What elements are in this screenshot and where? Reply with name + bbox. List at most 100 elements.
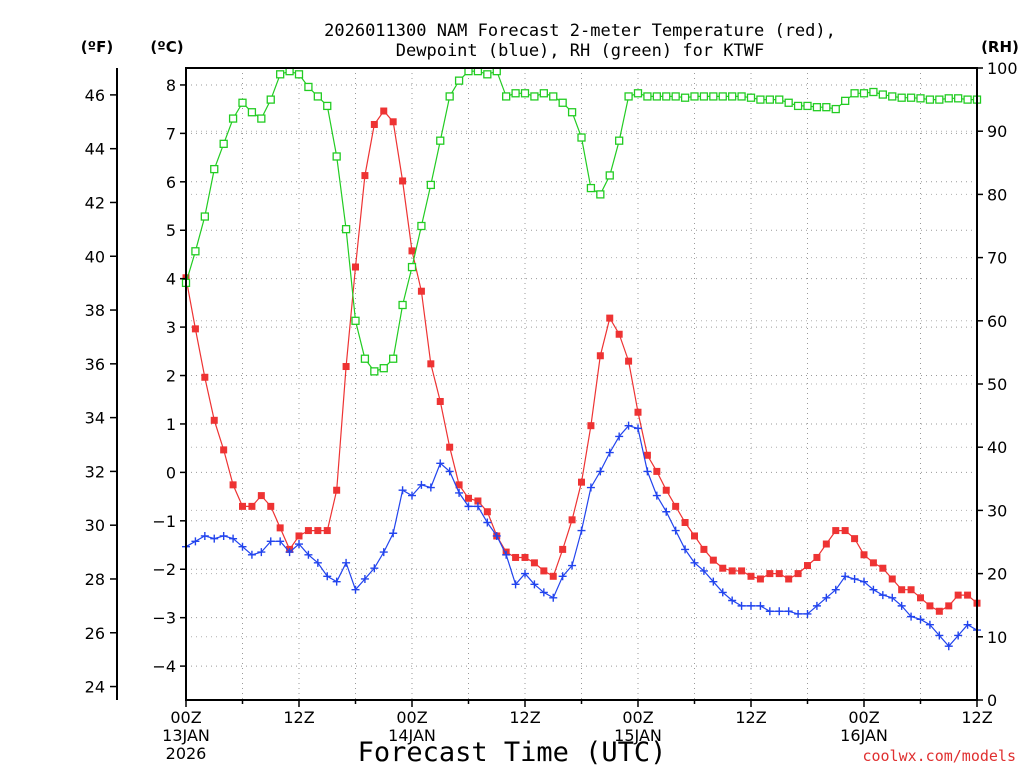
temperature-point: [578, 478, 585, 486]
temperature-point: [653, 467, 661, 475]
dewpoint-point: [869, 585, 878, 594]
c-tick-label: 8: [166, 76, 176, 95]
temperature-point: [794, 570, 802, 578]
rh-point: [539, 89, 548, 98]
x-tick-date: 16JAN: [840, 726, 888, 745]
temperature-point: [681, 519, 689, 527]
dewpoint-point: [191, 537, 200, 546]
dewpoint-point: [445, 467, 454, 476]
rh-point: [407, 262, 417, 272]
dewpoint-point: [605, 448, 614, 457]
rh-point: [577, 133, 586, 142]
rh-point: [765, 95, 774, 104]
dewpoint-point: [916, 615, 925, 624]
dewpoint-point: [511, 580, 520, 589]
temperature-point: [408, 247, 416, 255]
c-tick-label: 0: [166, 463, 176, 482]
f-tick-label: 30: [85, 516, 105, 535]
rh-point: [643, 92, 652, 101]
rh-point: [191, 247, 200, 256]
dewpoint-point: [436, 459, 445, 468]
x-tick-label: 00Z: [848, 708, 879, 727]
dewpoint-point: [276, 537, 285, 546]
dewpoint-point: [285, 548, 294, 557]
rh-point: [728, 92, 737, 101]
temperature-point: [917, 594, 924, 602]
temperature-point: [738, 567, 746, 575]
temperature-point: [399, 177, 407, 185]
rh-point: [906, 93, 916, 102]
dewpoint-point: [925, 620, 934, 629]
dewpoint-point: [699, 566, 708, 575]
axes: 242628303234363840424446−4−3−2−101234567…: [85, 59, 1018, 763]
rh-point: [954, 94, 963, 103]
rh-point: [784, 98, 793, 107]
rh-tick-label: 20: [987, 565, 1007, 584]
x-tick-date: 15JAN: [614, 726, 662, 745]
rh-point: [389, 354, 398, 363]
rh-point: [756, 95, 765, 104]
dewpoint-point: [210, 534, 219, 543]
f-tick-label: 46: [85, 86, 105, 105]
temperature-point: [700, 545, 708, 553]
rh-point: [313, 92, 322, 101]
dewpoint-point: [841, 572, 850, 581]
temperature-point: [606, 314, 614, 322]
rh-point: [850, 89, 859, 98]
rh-point: [520, 89, 530, 98]
temperature-point: [361, 172, 369, 180]
x-tick-year: 2026: [166, 744, 207, 763]
dewpoint-point: [473, 502, 482, 511]
temperature-point: [276, 524, 284, 532]
gridlines: [186, 68, 977, 700]
dewpoint-point: [888, 593, 897, 602]
dewpoint-point: [313, 558, 322, 567]
dewpoint-point: [219, 531, 228, 540]
dewpoint-point: [652, 491, 661, 500]
temperature-point: [333, 486, 341, 494]
temperature-point: [766, 570, 774, 578]
rh-point: [624, 92, 633, 101]
dewpoint-point: [860, 577, 868, 586]
dewpoint-point: [558, 572, 567, 581]
rh-point: [266, 95, 275, 104]
dewpoint-point: [417, 480, 426, 489]
dewpoint-point: [247, 550, 256, 559]
rh-point: [662, 92, 671, 101]
dewpoint-point: [492, 531, 501, 540]
dewpoint-point: [370, 564, 379, 573]
c-tick-label: −4: [152, 657, 176, 676]
dewpoint-point: [737, 601, 746, 610]
rh-point: [341, 225, 351, 234]
c-tick-label: 7: [166, 124, 176, 143]
c-tick-label: −1: [152, 512, 176, 531]
dewpoint-point: [530, 580, 539, 589]
f-tick-label: 34: [85, 409, 105, 428]
temperature-point: [851, 535, 859, 543]
rh-point: [417, 221, 426, 231]
dewpoint-point: [577, 526, 586, 535]
temperature-line: [185, 110, 978, 612]
rh-point: [567, 108, 577, 117]
c-tick-label: 1: [166, 415, 176, 434]
rh-point: [888, 92, 897, 101]
rh-line: [185, 70, 977, 373]
temperature-point: [568, 516, 576, 524]
temperature-point: [248, 502, 256, 510]
temperature-point: [427, 360, 435, 368]
dewpoint-point: [831, 585, 840, 594]
rh-point: [502, 92, 511, 101]
dewpoint-point: [379, 548, 388, 557]
f-tick-label: 32: [85, 462, 105, 481]
dewpoint-point: [935, 631, 944, 640]
dewpoint-point: [295, 540, 303, 549]
temperature-point: [728, 567, 736, 575]
rh-point: [210, 164, 219, 174]
temperature-point: [512, 553, 520, 561]
temperature-point: [314, 527, 322, 535]
rh-point: [247, 108, 257, 117]
temperature-point: [521, 553, 529, 561]
rh-point: [718, 92, 727, 101]
rh-point: [219, 139, 228, 148]
